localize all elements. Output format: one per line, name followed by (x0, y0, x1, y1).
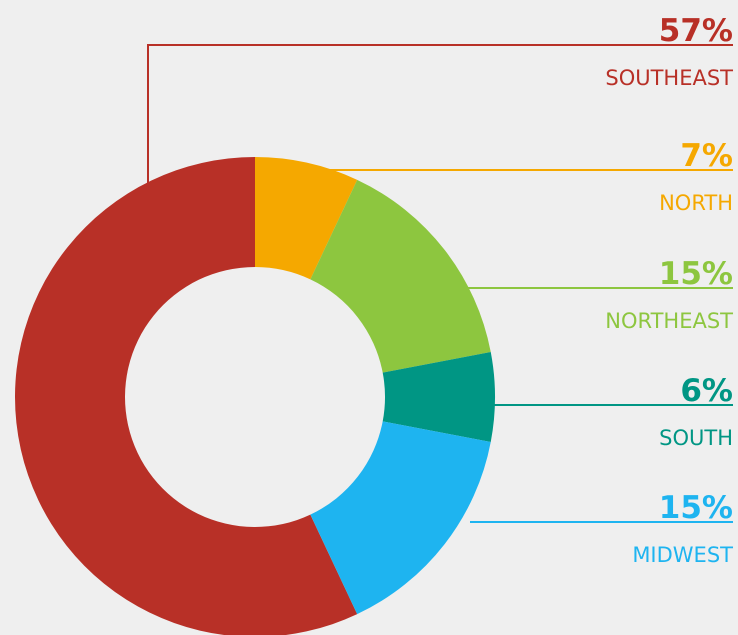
percent-label: 15% (659, 256, 733, 292)
category-label: SOUTHEAST (605, 66, 733, 90)
category-label: SOUTH (659, 426, 733, 450)
percent-label: 57% (659, 13, 733, 49)
category-label: NORTH (659, 191, 733, 215)
slice (310, 179, 491, 373)
slice (310, 421, 491, 615)
percent-label: 15% (659, 490, 733, 526)
percent-label: 7% (680, 138, 733, 174)
slice (255, 157, 358, 280)
category-label: NORTHEAST (605, 309, 733, 333)
leader-line (147, 44, 733, 186)
category-label: MIDWEST (632, 543, 733, 567)
slice (15, 157, 358, 635)
percent-label: 6% (680, 373, 733, 409)
slice (382, 352, 495, 442)
